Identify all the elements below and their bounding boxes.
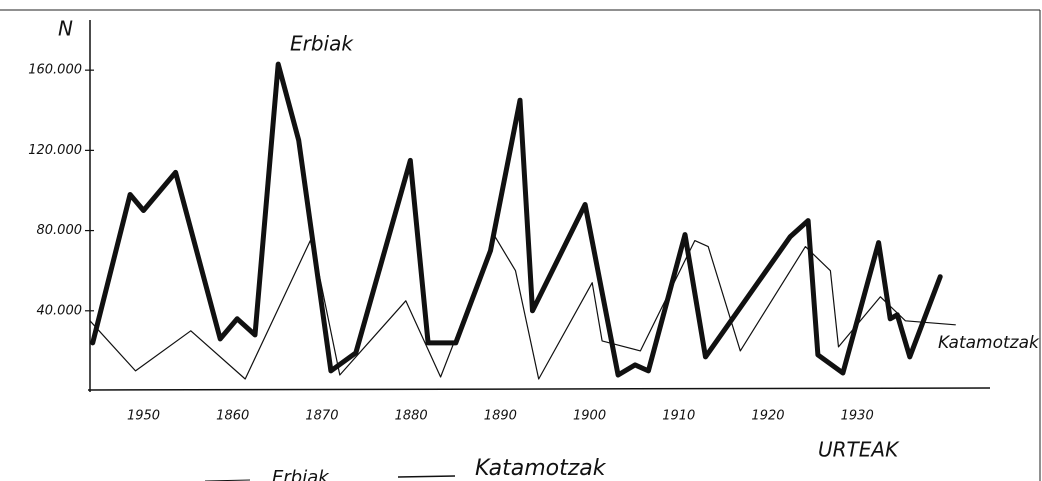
legend-swatch [397,475,456,478]
y-axis-label: N [58,17,73,41]
x-axis-label: URTEAK [818,438,900,462]
series-line [89,236,956,380]
y-tick-label: 120.000 [28,143,82,158]
x-tick-label: 1890 [484,409,517,424]
y-tick-label: 160.000 [28,63,82,78]
legend-label: Katamotzak [475,456,607,481]
x-tick-label: 1860 [216,409,249,424]
x-tick-label: 1900 [573,409,606,424]
x-tick-label: 1870 [305,409,338,424]
x-tick-label: 1950 [127,409,160,424]
x-tick-label: 1920 [751,409,784,424]
annotation: Katamotzak [938,333,1040,353]
x-tick-label: 1880 [395,409,428,424]
annotation: Erbiak [290,32,354,56]
legend-label: Erbiak [272,467,330,481]
x-axis [87,387,991,391]
x-tick-label: 1930 [841,409,874,424]
series-line [90,61,943,378]
y-tick-label: 40.000 [37,303,83,318]
y-tick-label: 80.000 [37,223,83,238]
x-tick-label: 1910 [662,409,695,424]
